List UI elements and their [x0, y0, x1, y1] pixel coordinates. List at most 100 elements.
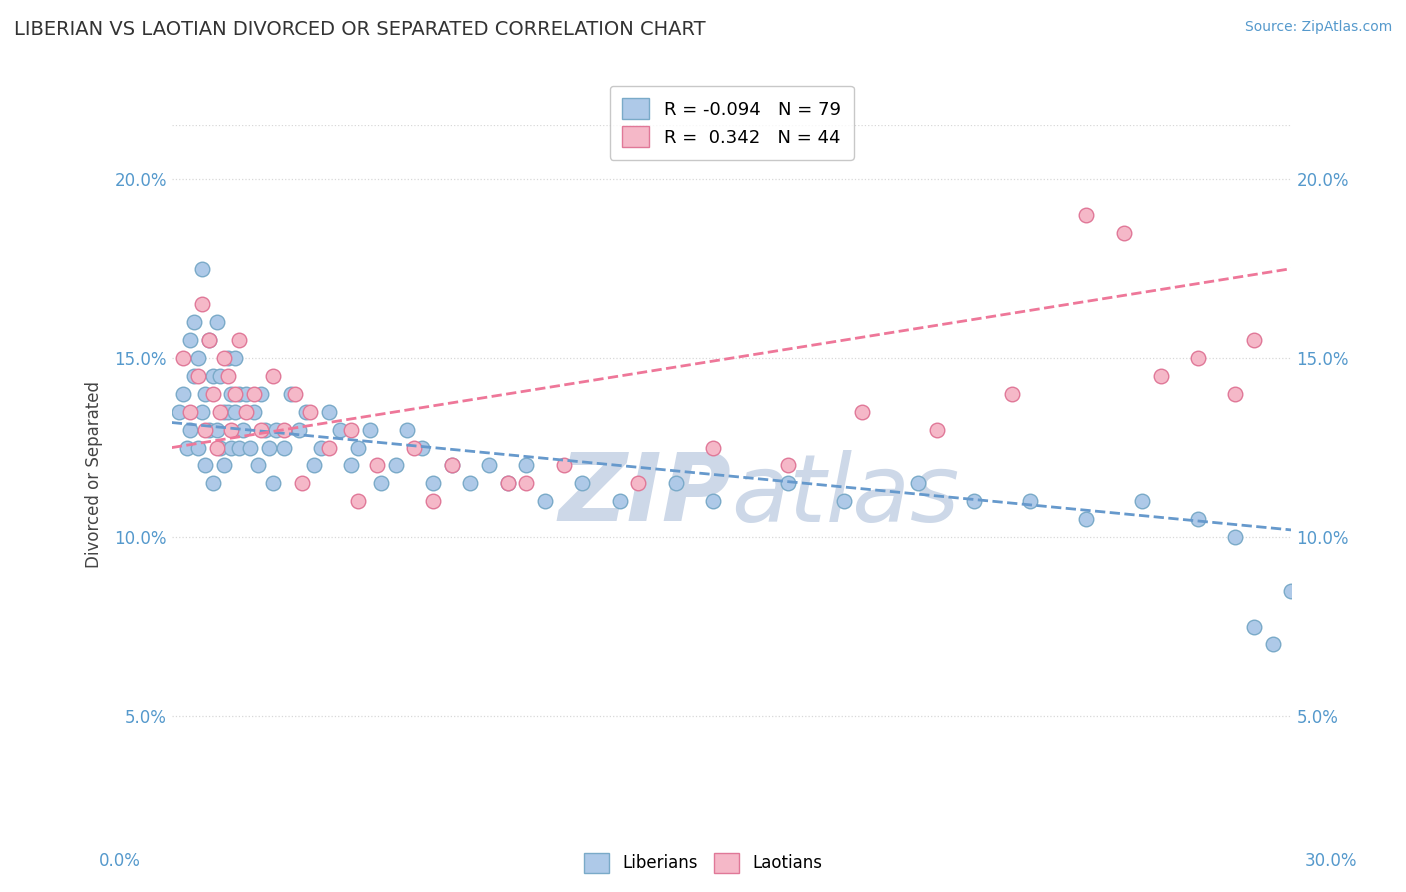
Point [217, 369, 239, 384]
Point [209, 369, 232, 384]
Point [1130, 494, 1153, 508]
Point [190, 297, 212, 311]
Text: Source: ZipAtlas.com: Source: ZipAtlas.com [1244, 20, 1392, 34]
Text: 0.0%: 0.0% [98, 852, 141, 870]
Point [183, 315, 205, 329]
Point [239, 441, 262, 455]
Point [205, 441, 228, 455]
Point [250, 423, 273, 437]
Point [1019, 494, 1042, 508]
Point [284, 387, 307, 401]
Text: LIBERIAN VS LAOTIAN DIVORCED OR SEPARATED CORRELATION CHART: LIBERIAN VS LAOTIAN DIVORCED OR SEPARATE… [14, 20, 706, 38]
Point [627, 476, 650, 491]
Point [194, 458, 217, 473]
Point [571, 476, 593, 491]
Point [217, 351, 239, 365]
Point [1243, 619, 1265, 633]
Point [228, 387, 250, 401]
Point [179, 405, 201, 419]
Point [359, 423, 381, 437]
Point [963, 494, 986, 508]
Point [172, 351, 194, 365]
Point [262, 369, 284, 384]
Text: ZIP: ZIP [558, 450, 731, 541]
Point [370, 476, 392, 491]
Point [440, 458, 463, 473]
Y-axis label: Divorced or Separated: Divorced or Separated [86, 381, 103, 568]
Point [194, 387, 217, 401]
Point [201, 387, 224, 401]
Point [228, 441, 250, 455]
Point [209, 405, 232, 419]
Point [228, 333, 250, 347]
Point [183, 369, 205, 384]
Point [1261, 638, 1284, 652]
Point [1187, 351, 1209, 365]
Point [298, 405, 321, 419]
Point [295, 405, 318, 419]
Text: 30.0%: 30.0% [1305, 852, 1357, 870]
Point [273, 441, 295, 455]
Point [1112, 226, 1135, 240]
Point [1076, 208, 1098, 222]
Point [340, 458, 363, 473]
Point [232, 423, 254, 437]
Point [347, 441, 370, 455]
Point [172, 387, 194, 401]
Point [243, 387, 266, 401]
Point [832, 494, 855, 508]
Point [553, 458, 575, 473]
Point [302, 458, 325, 473]
Point [776, 476, 799, 491]
Point [496, 476, 519, 491]
Point [1000, 387, 1022, 401]
Point [384, 458, 406, 473]
Point [205, 423, 228, 437]
Point [212, 405, 235, 419]
Legend: Liberians, Laotians: Liberians, Laotians [576, 847, 830, 880]
Point [176, 441, 198, 455]
Text: atlas: atlas [731, 450, 960, 541]
Point [217, 405, 239, 419]
Point [665, 476, 688, 491]
Point [224, 351, 246, 365]
Point [257, 441, 280, 455]
Point [273, 423, 295, 437]
Point [209, 441, 232, 455]
Point [478, 458, 501, 473]
Point [198, 333, 221, 347]
Point [198, 423, 221, 437]
Point [411, 441, 433, 455]
Point [925, 423, 948, 437]
Point [190, 261, 212, 276]
Point [262, 476, 284, 491]
Point [254, 423, 277, 437]
Point [609, 494, 631, 508]
Point [702, 441, 724, 455]
Point [1225, 530, 1247, 544]
Point [422, 476, 444, 491]
Point [243, 405, 266, 419]
Point [907, 476, 929, 491]
Point [515, 476, 537, 491]
Point [194, 423, 217, 437]
Point [404, 441, 426, 455]
Point [224, 387, 246, 401]
Point [366, 458, 388, 473]
Point [280, 387, 302, 401]
Point [1225, 387, 1247, 401]
Point [291, 476, 314, 491]
Point [221, 387, 243, 401]
Point [309, 441, 332, 455]
Point [329, 423, 352, 437]
Point [250, 387, 273, 401]
Point [187, 441, 209, 455]
Point [340, 423, 363, 437]
Point [534, 494, 557, 508]
Point [187, 351, 209, 365]
Point [460, 476, 482, 491]
Point [287, 423, 309, 437]
Point [318, 441, 340, 455]
Point [198, 333, 221, 347]
Point [179, 423, 201, 437]
